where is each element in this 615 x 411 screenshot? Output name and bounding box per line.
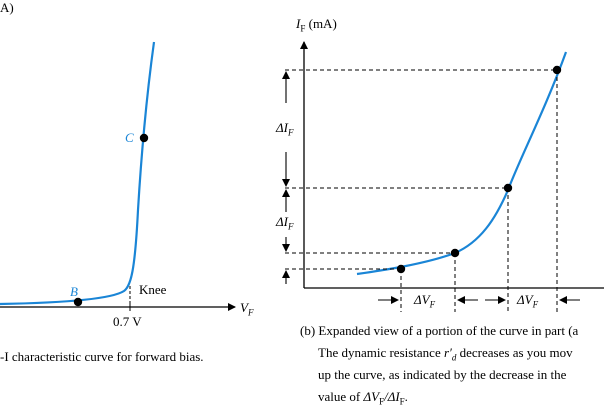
- left-x-axis-subscript: F: [247, 307, 254, 318]
- left-point-b-label: B: [70, 284, 78, 299]
- caption-2-var: r′: [443, 345, 452, 360]
- left-point-b-dot: [73, 297, 83, 307]
- delta-if-upper-label: ΔIF: [276, 120, 293, 141]
- delta-if-lower-label: ΔIF: [276, 214, 293, 235]
- right-caption-line-1: (b) Expanded view of a portion of the cu…: [300, 323, 579, 338]
- delta-vf-left-subscript: F: [429, 299, 436, 310]
- left-x-axis-label: VF: [240, 300, 253, 321]
- right-caption-line-4: value of ΔVF/ΔIF.: [318, 388, 408, 411]
- right-caption-line-3: up the curve, as indicated by the decrea…: [318, 367, 567, 382]
- left-x-axis-symbol: V: [240, 300, 248, 315]
- left-corner-label: A): [0, 0, 14, 15]
- caption-4-sub1: F: [379, 396, 385, 407]
- caption-4-sub2: F: [399, 396, 405, 407]
- right-y-axis-label: IF (mA): [296, 16, 337, 37]
- right-caption-line-2: The dynamic resistance r′d decreases as …: [318, 344, 573, 367]
- right-horizontal-guides: [285, 69, 557, 270]
- caption-2-post: decreases as you mov: [456, 345, 573, 360]
- delta-vf-left-symbol: ΔV: [414, 292, 430, 307]
- caption-4-post: .: [404, 389, 408, 404]
- left-tick-label: 0.7 V: [113, 314, 142, 329]
- left-point-c-dot: [139, 133, 149, 143]
- caption-4-slash: /ΔI: [384, 389, 400, 404]
- right-y-axis-subscript: F: [300, 23, 306, 34]
- delta-vf-right-subscript: F: [532, 299, 539, 310]
- left-corner-label-text: A): [0, 0, 14, 15]
- caption-4-ratio: ΔV: [363, 389, 380, 404]
- delta-if-upper-symbol: ΔI: [276, 120, 288, 135]
- delta-vf-left-label: ΔVF: [414, 292, 435, 313]
- delta-if-upper-subscript: F: [287, 127, 294, 138]
- right-vertical-guides: [400, 70, 558, 312]
- right-y-axis-symbol: I: [296, 16, 301, 31]
- delta-if-lower-subscript: F: [287, 221, 294, 232]
- left-point-c-label: C: [125, 130, 134, 145]
- delta-if-lower-symbol: ΔI: [276, 214, 288, 229]
- delta-vf-right-label: ΔVF: [517, 292, 538, 313]
- right-iv-curve: [356, 51, 568, 276]
- left-iv-curve: [0, 41, 156, 306]
- left-knee-label: Knee: [139, 282, 167, 297]
- caption-4-pre: value of: [318, 389, 364, 404]
- left-caption: -I characteristic curve for forward bias…: [0, 349, 204, 364]
- delta-vf-right-symbol: ΔV: [517, 292, 533, 307]
- right-y-axis-unit: (mA): [308, 16, 337, 31]
- caption-2-pre: The dynamic resistance: [318, 345, 444, 360]
- caption-2-var-sub: d: [451, 352, 457, 363]
